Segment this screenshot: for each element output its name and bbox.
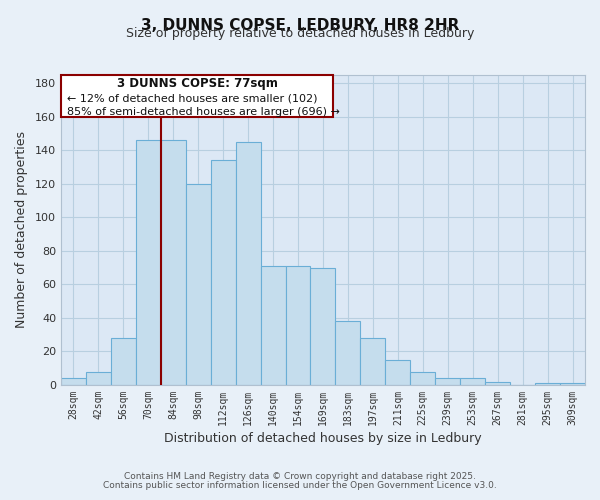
- Bar: [260, 266, 286, 385]
- Y-axis label: Number of detached properties: Number of detached properties: [15, 132, 28, 328]
- Bar: [186, 184, 211, 385]
- Bar: [435, 378, 460, 385]
- Bar: [460, 378, 485, 385]
- Bar: [211, 160, 236, 385]
- Bar: [111, 338, 136, 385]
- Bar: [310, 268, 335, 385]
- Bar: [161, 140, 186, 385]
- Text: 85% of semi-detached houses are larger (696) →: 85% of semi-detached houses are larger (…: [67, 106, 340, 117]
- Bar: [410, 372, 435, 385]
- Bar: [236, 142, 260, 385]
- Bar: [560, 384, 585, 385]
- Bar: [86, 372, 111, 385]
- Bar: [61, 378, 86, 385]
- Bar: [335, 322, 361, 385]
- Bar: [136, 140, 161, 385]
- Bar: [286, 266, 310, 385]
- Bar: [385, 360, 410, 385]
- Text: 3 DUNNS COPSE: 77sqm: 3 DUNNS COPSE: 77sqm: [117, 78, 278, 90]
- Text: ← 12% of detached houses are smaller (102): ← 12% of detached houses are smaller (10…: [67, 94, 317, 104]
- Text: Size of property relative to detached houses in Ledbury: Size of property relative to detached ho…: [126, 28, 474, 40]
- Text: Contains HM Land Registry data © Crown copyright and database right 2025.: Contains HM Land Registry data © Crown c…: [124, 472, 476, 481]
- Bar: [485, 382, 510, 385]
- X-axis label: Distribution of detached houses by size in Ledbury: Distribution of detached houses by size …: [164, 432, 482, 445]
- Bar: [361, 338, 385, 385]
- Bar: [535, 384, 560, 385]
- Text: 3, DUNNS COPSE, LEDBURY, HR8 2HR: 3, DUNNS COPSE, LEDBURY, HR8 2HR: [141, 18, 459, 32]
- Text: Contains public sector information licensed under the Open Government Licence v3: Contains public sector information licen…: [103, 481, 497, 490]
